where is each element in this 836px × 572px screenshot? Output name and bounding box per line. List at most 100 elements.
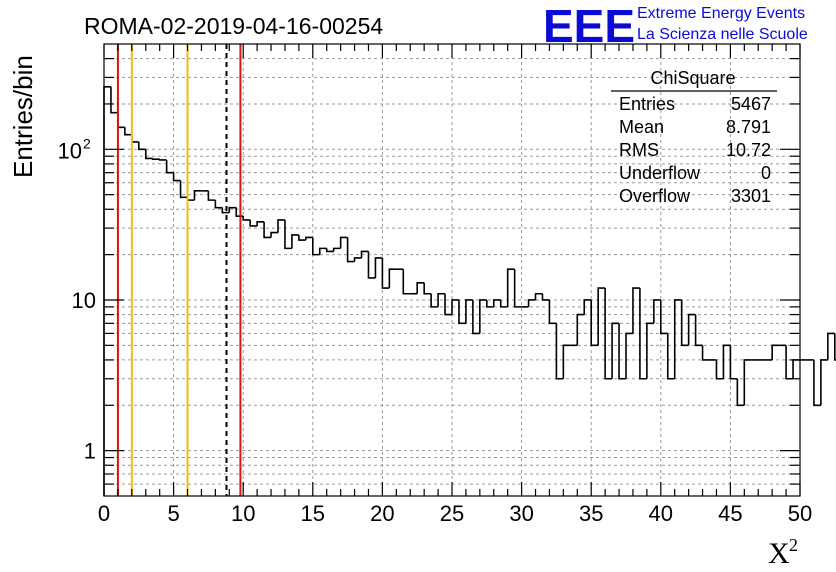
- histogram-bin: [687, 313, 696, 346]
- stats-row-label: Overflow: [619, 186, 691, 206]
- stats-row-label: Underflow: [619, 163, 701, 183]
- histogram-bin: [611, 322, 620, 379]
- x-tick-label: 0: [98, 501, 110, 526]
- histogram-bin: [256, 221, 265, 226]
- histogram-bin: [499, 299, 508, 308]
- histogram-bin: [124, 127, 132, 136]
- histogram-bin: [534, 292, 543, 300]
- histogram-bin: [555, 323, 564, 380]
- histogram-bin: [312, 237, 320, 256]
- reference-lines: [116, 44, 242, 496]
- histogram-bin: [827, 332, 835, 360]
- histogram-bin: [214, 200, 223, 209]
- histogram-bin: [165, 159, 174, 174]
- y-axis-label: Entries/bin: [8, 55, 38, 178]
- histogram-bin: [430, 293, 439, 308]
- eee-logo-line1: Extreme Energy Events: [637, 5, 805, 22]
- histogram-bin: [179, 180, 188, 199]
- histogram-bin: [639, 288, 647, 380]
- histogram-bin: [110, 86, 118, 114]
- histogram-bin: [298, 234, 306, 241]
- histogram-bin: [332, 247, 341, 252]
- histogram-bin: [402, 269, 411, 295]
- histogram-bin: [618, 323, 626, 380]
- histogram-bin: [541, 293, 550, 301]
- histogram-bin: [771, 344, 780, 360]
- x-tick-label: 35: [579, 501, 603, 526]
- histogram-bin: [318, 247, 327, 255]
- stats-row-label: Entries: [619, 94, 675, 114]
- histogram-bin: [423, 282, 432, 295]
- histogram-bin: [360, 250, 369, 258]
- x-tick-label: 10: [231, 501, 255, 526]
- x-tick-label: 25: [440, 501, 464, 526]
- histogram-bin: [785, 345, 794, 380]
- stats-row-value: 0: [761, 163, 771, 183]
- histogram-bin: [820, 359, 828, 406]
- histogram-bin: [437, 292, 446, 307]
- histogram-bin: [151, 158, 160, 160]
- histogram-bin: [632, 287, 640, 334]
- histogram-bin: [792, 359, 800, 379]
- histogram-bin: [465, 299, 473, 324]
- y-tick-label-exponent: 2: [83, 135, 91, 151]
- histogram-bin: [374, 257, 383, 278]
- histogram-bin: [597, 287, 606, 346]
- histogram-bin: [451, 299, 459, 315]
- chart-title: ROMA-02-2019-04-16-00254: [84, 13, 383, 39]
- histogram-bin: [653, 299, 661, 324]
- histogram-bin: [513, 269, 522, 308]
- histogram-bin: [138, 141, 146, 151]
- histogram-bin: [715, 359, 724, 380]
- histogram-bin: [444, 293, 452, 316]
- x-axis-label: X 2: [768, 535, 798, 570]
- stats-row-value: 3301: [731, 186, 771, 206]
- stats-row-value: 5467: [731, 94, 771, 114]
- y-tick-label: 1: [84, 439, 96, 464]
- histogram-bin: [813, 359, 821, 407]
- histogram-bin: [249, 219, 258, 227]
- histogram-bin: [353, 257, 362, 262]
- histogram-bin: [736, 378, 745, 407]
- histogram-bin: [339, 236, 348, 249]
- histogram-bin: [186, 197, 195, 201]
- stats-row-value: 8.791: [726, 117, 771, 137]
- histogram-bin: [346, 237, 355, 263]
- histogram-bin: [834, 333, 836, 361]
- eee-logo: EEE Extreme Energy Events La Scienza nel…: [543, 0, 808, 52]
- x-axis-label-base: X: [768, 537, 790, 570]
- histogram-bin: [694, 314, 703, 347]
- histogram-bin: [277, 219, 285, 233]
- histogram-bin: [527, 299, 536, 307]
- y-tick-label: 10: [72, 288, 96, 313]
- x-axis-label-superscript: 2: [789, 535, 798, 555]
- histogram-bin: [228, 206, 237, 213]
- histogram-bin: [325, 248, 334, 253]
- histogram-bin: [242, 216, 251, 221]
- histogram-bin: [506, 268, 515, 307]
- stats-title: ChiSquare: [650, 68, 735, 88]
- histogram-bin: [144, 149, 153, 160]
- histogram-bin: [486, 299, 494, 308]
- x-tick-label: 45: [718, 501, 742, 526]
- histogram-bin: [291, 234, 299, 249]
- histogram-bin: [492, 299, 501, 307]
- x-tick-label: 20: [370, 501, 394, 526]
- histogram-bin: [583, 299, 592, 315]
- histogram-bin: [117, 112, 125, 129]
- histogram-bin: [743, 359, 752, 406]
- histogram-bin: [193, 190, 202, 201]
- histogram-bin: [367, 251, 376, 279]
- y-tick-label: 10: [58, 138, 82, 163]
- histogram-bin: [172, 172, 181, 182]
- histogram-bin: [680, 299, 689, 347]
- histogram-bin: [207, 190, 216, 201]
- x-tick-label: 15: [301, 501, 325, 526]
- axis-ticks: [103, 44, 801, 496]
- histogram-bin: [221, 207, 230, 214]
- histogram-bin: [305, 236, 313, 241]
- histogram-bin: [548, 299, 557, 325]
- stats-box: ChiSquare Entries 5467 Mean 8.791 RMS 10.72 Un…: [611, 68, 777, 206]
